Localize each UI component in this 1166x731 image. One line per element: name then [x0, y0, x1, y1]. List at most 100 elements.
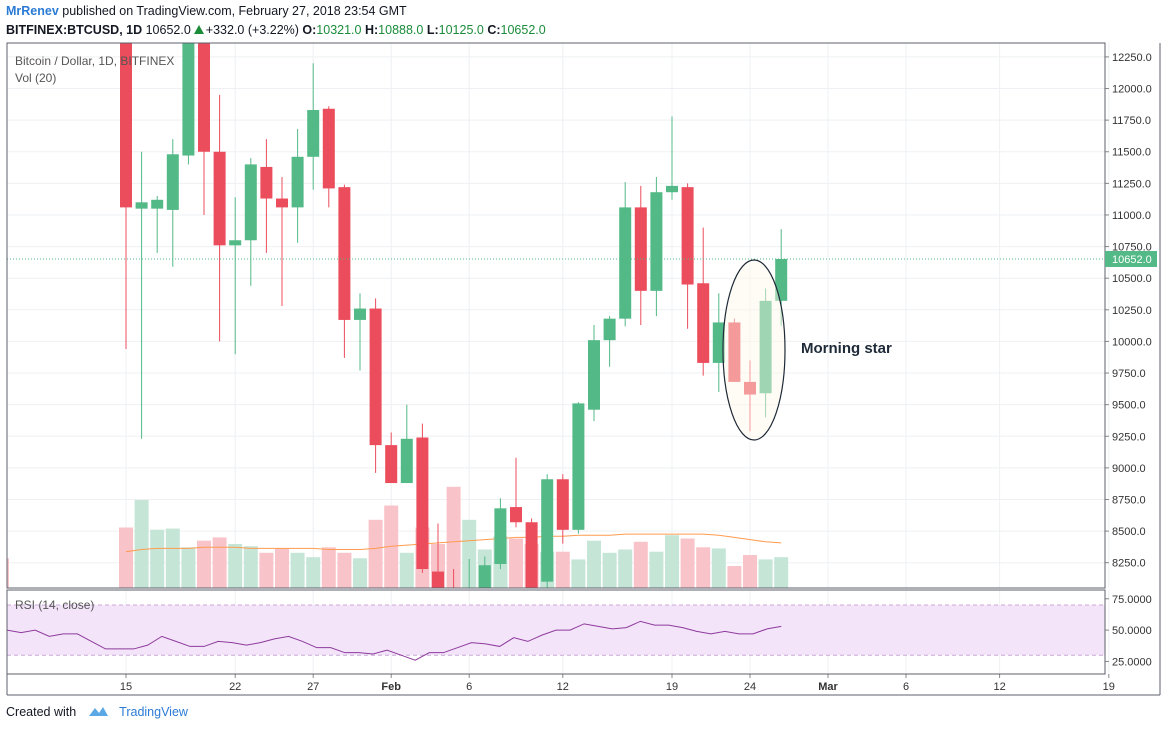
ohlc-line: BITFINEX:BTCUSD, 1D 10652.0 +332.0 (+3.22…	[6, 21, 546, 39]
candle-body	[603, 318, 616, 341]
volume-bar	[321, 547, 336, 588]
candle-body	[166, 154, 179, 210]
volume-bar	[711, 548, 726, 588]
volume-bar	[758, 559, 773, 588]
price-tick-label: 9000.0	[1112, 463, 1146, 475]
price-tick-label: 8750.0	[1112, 494, 1146, 506]
candle-body	[510, 507, 522, 523]
candle-body	[120, 43, 132, 208]
volume-bar	[181, 547, 196, 588]
volume-bar	[774, 557, 789, 588]
rsi-tick-label: 25.0000	[1112, 656, 1152, 668]
candle-body	[151, 199, 164, 209]
last-price-badge-label: 10652.0	[1112, 254, 1152, 266]
price-tick-label: 10750.0	[1112, 242, 1152, 254]
candle-body	[556, 479, 569, 530]
candle-body	[385, 445, 398, 484]
price-tick-label: 11250.0	[1112, 178, 1151, 190]
price-pane-border	[6, 42, 1106, 589]
price-axis[interactable]: 8250.0 8500.0 8750.0 9000.0 9250.0 9500.0 9750…	[1105, 52, 1152, 570]
price-tick-label: 8500.0	[1112, 526, 1146, 538]
rsi-pane-border	[6, 589, 1106, 675]
low-label: L:	[426, 23, 439, 37]
volume-bar	[134, 500, 149, 588]
price-tick-label: 9500.0	[1112, 400, 1146, 412]
candle-body	[229, 240, 242, 246]
last-price-badge-bg	[1105, 250, 1157, 267]
created-with-text: Created with	[6, 705, 77, 719]
volume-bar	[649, 551, 664, 588]
candle-body	[198, 43, 210, 152]
candle-body	[182, 43, 195, 156]
time-tick-label: 15	[120, 681, 132, 693]
candle-body	[666, 185, 678, 193]
volume-bar	[571, 559, 586, 588]
high-value: 10888.0	[378, 23, 424, 37]
time-tick-label: Feb	[381, 681, 401, 693]
rsi-tick-label: 75.0000	[1112, 594, 1152, 606]
last-price-badge: 10652.0	[1105, 250, 1157, 267]
volume-ma-line	[125, 533, 782, 553]
volume-bar	[633, 541, 648, 588]
time-tick-label: 27	[307, 681, 319, 693]
volume-bar	[290, 552, 305, 588]
volume-legend: Vol (20)	[15, 71, 56, 85]
candle-body	[541, 479, 554, 582]
volume-bar	[680, 538, 695, 588]
volume-bar	[243, 546, 258, 588]
volume-bar	[384, 505, 399, 588]
footer: Created with TradingView	[6, 704, 188, 719]
volume-bar	[602, 552, 617, 588]
volume-bar	[618, 549, 633, 588]
candle-body	[697, 283, 710, 363]
morning-star-ellipse	[722, 259, 786, 441]
candle-body	[369, 308, 382, 446]
candle-body	[432, 571, 444, 588]
candle-body	[494, 508, 507, 564]
candle-body	[525, 522, 538, 588]
pane-borders	[6, 42, 1161, 696]
candle-body	[712, 322, 725, 363]
candle-body	[260, 166, 273, 199]
candle-body	[478, 565, 491, 588]
time-tick-label: 12	[557, 681, 569, 693]
volume-bar	[150, 529, 165, 588]
volume-bar	[306, 557, 321, 588]
volume-bar	[165, 528, 180, 588]
symbol-label: BITFINEX:BTCUSD, 1D	[6, 23, 143, 37]
volume-bar	[228, 544, 243, 588]
candlestick-series	[120, 43, 788, 588]
tradingview-cloud-icon	[88, 707, 108, 716]
high-label: H:	[364, 23, 379, 37]
time-tick-label: 6	[466, 681, 472, 693]
candle-body	[650, 192, 663, 291]
candle-body	[744, 381, 756, 395]
time-tick-label: Mar	[818, 681, 838, 693]
candle-body	[728, 322, 741, 382]
time-axis[interactable]: 15 22 27 Feb 6 12 19 24 Mar 6 12 19	[120, 674, 1115, 693]
candle-body	[634, 207, 647, 291]
close-label: C:	[487, 23, 501, 37]
morning-star-label: Morning star	[801, 340, 892, 357]
time-tick-label: 22	[229, 681, 241, 693]
volume-bar	[727, 566, 742, 588]
volume-bar	[587, 540, 601, 588]
author-link[interactable]: MrRenev	[6, 4, 59, 18]
tradingview-link[interactable]: TradingView	[119, 705, 188, 719]
candle-body	[338, 187, 351, 320]
volume-bar	[399, 552, 414, 588]
price-tick-label: 10250.0	[1112, 305, 1152, 317]
open-label: O:	[302, 23, 317, 37]
candle-body	[354, 308, 366, 320]
price-tick-label: 11000.0	[1112, 210, 1151, 222]
candle-body	[619, 207, 632, 319]
candle-body	[244, 164, 257, 241]
candle-body	[400, 438, 413, 484]
candle-body	[291, 156, 304, 208]
rsi-pane	[6, 604, 1105, 661]
price-tick-label: 12000.0	[1112, 84, 1152, 96]
time-tick-label: 19	[1103, 681, 1115, 693]
volume-bar	[259, 552, 274, 588]
volume-bar	[353, 558, 367, 588]
